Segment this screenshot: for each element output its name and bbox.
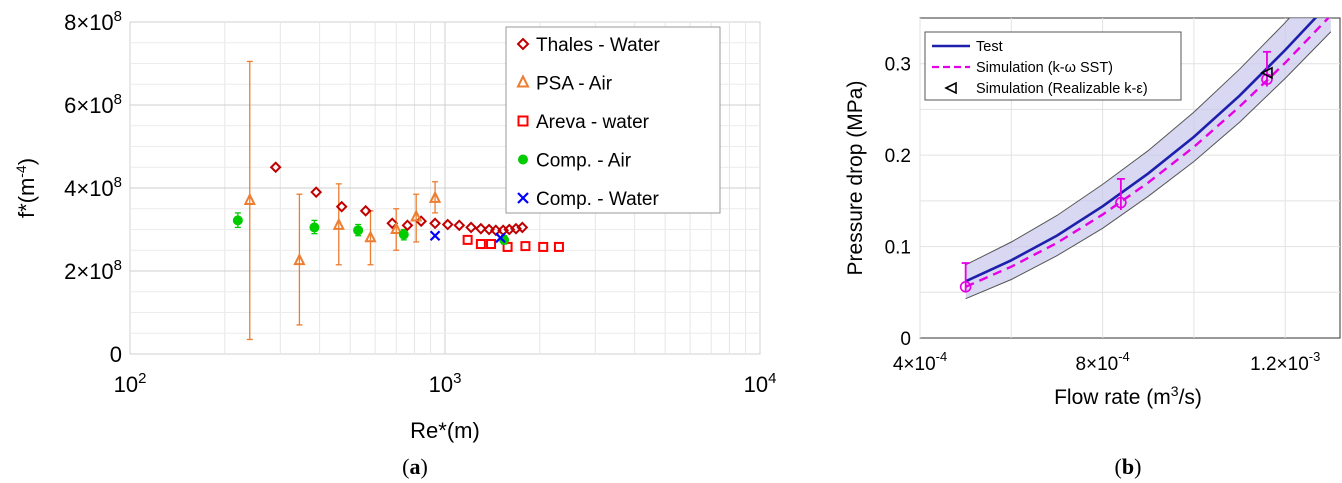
panel-b: 0 0.1 0.2 0.3 4×10-4 8×10-4 1.2×10-3 Flow rate… xyxy=(844,17,1341,479)
x-tick-label-a: 104 xyxy=(744,370,777,397)
y-tick-label-a: 2×108 xyxy=(64,257,122,284)
legend-marker xyxy=(516,74,530,88)
x-axis-label-a: Re*(m) xyxy=(410,418,480,443)
errorbars-a xyxy=(234,60,508,341)
data-point xyxy=(398,229,409,240)
legend-marker xyxy=(516,37,530,51)
series-line-sim-kw xyxy=(965,18,1330,288)
band-lower-edge xyxy=(965,31,1332,300)
legend-marker xyxy=(517,192,529,204)
data-point xyxy=(332,217,345,230)
data-point-stroke xyxy=(495,232,506,244)
y-tick-label-a: 8×108 xyxy=(64,8,122,35)
y-tick-label-b: 0.3 xyxy=(885,55,911,76)
data-point xyxy=(441,218,454,231)
band-upper-edge xyxy=(965,18,1291,266)
legend-a xyxy=(505,26,721,214)
legend-label: Comp. - Water xyxy=(536,189,659,210)
x-tick-label-b: 1.2×10-3 xyxy=(1250,349,1320,375)
legend-label: Areva - water xyxy=(536,112,650,133)
data-point xyxy=(390,221,403,234)
data-point xyxy=(269,161,282,174)
data-point xyxy=(359,204,372,217)
legend-a-items: Thales - Water PSA - Air Areva - water Comp… xyxy=(516,35,661,210)
data-point xyxy=(465,221,477,234)
legend-label: Comp. - Air xyxy=(536,151,632,172)
data-point xyxy=(474,222,487,235)
legend-label: Simulation (Realizable k-ε) xyxy=(976,81,1148,97)
data-point xyxy=(475,239,486,250)
data-point xyxy=(538,241,549,252)
legend-marker xyxy=(518,154,528,165)
realizable-point xyxy=(1260,66,1273,80)
legend-marker-stroke xyxy=(517,192,529,204)
ticks-b: 0 0.1 0.2 0.3 4×10-4 8×10-4 1.2×10-3 xyxy=(885,55,1321,375)
panel-label-a: (a) xyxy=(402,454,428,479)
marks-b xyxy=(959,50,1273,293)
data-point xyxy=(353,225,364,236)
y-axis-label-b: Pressure drop (MPa) xyxy=(844,81,867,276)
x-tick-label-a: 103 xyxy=(429,370,462,397)
legend-marker-realizable xyxy=(944,81,957,95)
y-axis-label-a: f*(m-4) xyxy=(13,158,39,218)
data-point xyxy=(309,222,320,233)
x-tick-label-b: 4×10-4 xyxy=(893,349,947,375)
y-tick-label-b: 0 xyxy=(900,329,911,350)
data-point xyxy=(243,192,256,205)
data-point xyxy=(232,215,243,226)
x-tick-label-b: 8×10-4 xyxy=(1075,349,1129,375)
marks-a xyxy=(232,161,564,266)
panel-a: 0 2×108 4×108 6×108 8×108 102 103 104 Re*(m) f*… xyxy=(13,8,776,479)
data-point xyxy=(483,223,495,236)
x-axis-label-b: Flow rate (m3/s) xyxy=(1054,383,1202,409)
data-point xyxy=(553,241,564,252)
x-tick-label-a: 102 xyxy=(114,370,147,397)
data-point xyxy=(516,221,529,234)
data-point xyxy=(293,252,306,266)
legend-label: PSA - Air xyxy=(536,74,613,95)
sim-point xyxy=(1115,196,1127,209)
data-point xyxy=(310,186,323,199)
data-point xyxy=(453,219,466,232)
y-tick-label-b: 0.1 xyxy=(885,238,911,259)
band-b xyxy=(965,18,1332,300)
data-point xyxy=(364,230,377,243)
data-point xyxy=(520,241,531,252)
data-point xyxy=(428,190,442,203)
data-point xyxy=(462,234,473,245)
data-point-stroke xyxy=(429,230,441,242)
data-point xyxy=(495,232,506,244)
y-tick-label-b: 0.2 xyxy=(885,146,911,167)
data-point xyxy=(410,209,423,222)
legend-b-items: Test Simulation (k-ω SST) Simulation (Real… xyxy=(932,39,1148,97)
data-point xyxy=(386,217,399,230)
data-point xyxy=(335,200,348,213)
y-tick-label-a: 6×108 xyxy=(64,91,122,118)
legend-marker xyxy=(517,115,529,127)
y-tick-label-a: 0 xyxy=(110,342,122,367)
panel-label-b: (b) xyxy=(1115,454,1142,479)
lines-b xyxy=(965,18,1330,288)
y-tick-label-a: 4×108 xyxy=(64,174,122,201)
data-point xyxy=(429,217,441,230)
data-point xyxy=(429,230,441,242)
legend-label: Test xyxy=(976,39,1003,55)
legend-label: Thales - Water xyxy=(536,35,661,56)
data-point xyxy=(486,239,497,250)
sim-point xyxy=(1261,73,1273,86)
sim-point xyxy=(959,280,972,293)
legend-label: Simulation (k-ω SST) xyxy=(976,60,1113,76)
confidence-band xyxy=(965,18,1331,299)
series-line-test xyxy=(965,18,1318,283)
data-point xyxy=(401,219,414,232)
